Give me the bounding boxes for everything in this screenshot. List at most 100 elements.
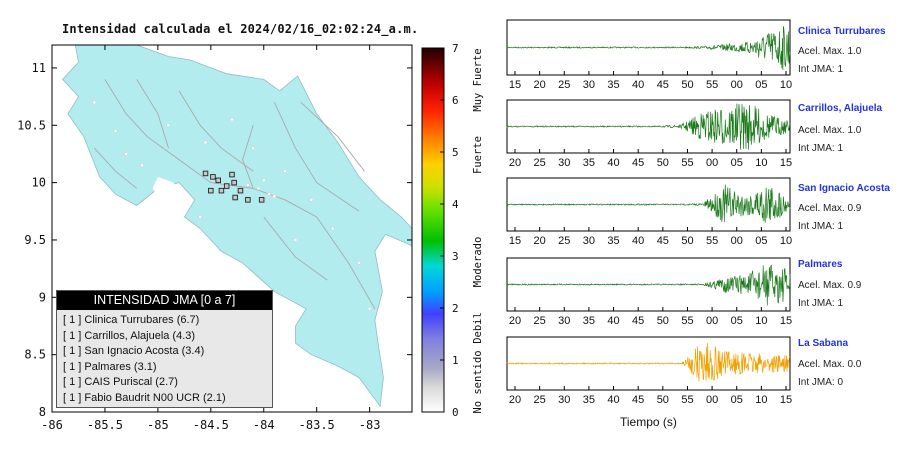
station-marker bbox=[223, 183, 230, 189]
map-road-line bbox=[136, 79, 169, 149]
y-tick-label: 10 bbox=[32, 176, 46, 190]
station-marker bbox=[245, 197, 251, 203]
waveform-tick-label: 50 bbox=[657, 157, 669, 169]
legend-title: INTENSIDAD JMA [0 a 7] bbox=[57, 291, 272, 310]
map-road-line bbox=[263, 216, 328, 281]
x-tick-label: -85.5 bbox=[87, 418, 123, 432]
x-tick-label: -83 bbox=[359, 418, 381, 432]
waveform-tick-label: 25 bbox=[534, 394, 546, 406]
town-marker bbox=[357, 261, 361, 265]
legend-item: [ 1 ] Fabio Baudrit N00 UCR (2.1) bbox=[63, 391, 226, 404]
waveform-tick-label: 50 bbox=[681, 235, 693, 247]
waveform-tick-label: 20 bbox=[509, 394, 521, 406]
map-content bbox=[62, 45, 412, 408]
town-marker bbox=[246, 183, 250, 187]
town-marker bbox=[283, 169, 287, 174]
waveform-tick-label: 05 bbox=[731, 315, 743, 327]
station-accel: Acel. Max. 0.9 bbox=[798, 280, 862, 291]
intensity-color-scale: 7 6 5 4 3 2 1 0 Muy Fuerte Fuerte Moderado Debil No … bbox=[421, 42, 484, 419]
waveform-tick-label: 00 bbox=[706, 157, 718, 169]
map-road-line bbox=[300, 101, 365, 172]
scale-tick-label: 3 bbox=[452, 250, 459, 263]
station-marker bbox=[258, 197, 265, 203]
intensity-map: -86 -85.5 -85 -84.5 -84 -83.5 -83 11 10.5 10 9.5 9 8… bbox=[17, 44, 413, 432]
waveform-tick-label: 35 bbox=[607, 235, 619, 247]
scale-category-label: No sentido bbox=[472, 350, 484, 413]
y-tick-label: 9.5 bbox=[24, 233, 46, 247]
waveform-tick-label: 55 bbox=[706, 235, 718, 247]
map-road-line bbox=[273, 102, 360, 212]
map-road-line bbox=[94, 147, 137, 189]
waveform-tick-label: 25 bbox=[534, 157, 546, 169]
waveform-tick-label: 50 bbox=[657, 394, 669, 406]
station-jma: Int JMA: 1 bbox=[798, 64, 844, 75]
waveform-tick-label: 55 bbox=[681, 315, 693, 327]
town-marker bbox=[140, 163, 144, 168]
map-road-line bbox=[104, 79, 376, 310]
waveform-tick-label: 25 bbox=[558, 235, 570, 247]
town-marker bbox=[166, 123, 171, 128]
waveform-tick-label: 45 bbox=[632, 394, 644, 406]
gulf-of-nicoya bbox=[152, 176, 180, 206]
waveform-tick-label: 00 bbox=[706, 315, 718, 327]
intensity-legend: INTENSIDAD JMA [0 a 7] [ 1 ] Clinica Tur… bbox=[56, 290, 273, 408]
station-jma: Int JMA: 1 bbox=[798, 298, 844, 309]
waveform-trace bbox=[506, 103, 791, 150]
waveform-tick-label: 15 bbox=[509, 79, 521, 91]
waveform-tick-label: 05 bbox=[731, 157, 743, 169]
station-accel: Acel. Max. 0.9 bbox=[798, 203, 862, 214]
map-frame bbox=[51, 44, 413, 413]
station-name: Carrillos, Alajuela bbox=[798, 103, 883, 114]
waveform-tick-label: 55 bbox=[706, 79, 718, 91]
town-marker bbox=[309, 197, 314, 202]
waveform-tick-label: 30 bbox=[558, 157, 570, 169]
waveform-tick-label: 20 bbox=[534, 235, 546, 247]
waveform-tick-label: 00 bbox=[731, 79, 743, 91]
waveform-tick-label: 45 bbox=[632, 157, 644, 169]
waveform-tick-label: 50 bbox=[681, 79, 693, 91]
map-road-line bbox=[242, 125, 254, 189]
scale-tick-label: 2 bbox=[452, 302, 459, 315]
waveform-tick-label: 40 bbox=[607, 394, 619, 406]
town-marker bbox=[203, 140, 208, 145]
station-jma: Int JMA: 1 bbox=[798, 221, 844, 232]
waveform-tick-label: 20 bbox=[509, 315, 521, 327]
waveform-tick-label: 40 bbox=[607, 315, 619, 327]
waveform-tick-label: 10 bbox=[780, 79, 792, 91]
scale-category-label: Fuerte bbox=[472, 136, 484, 174]
station-marker bbox=[231, 179, 237, 186]
station-jma: Int JMA: 1 bbox=[798, 143, 844, 154]
town-marker bbox=[198, 215, 203, 219]
costa-rica-landmass bbox=[62, 45, 412, 408]
station-name: Palmares bbox=[798, 259, 843, 270]
waveform-tick-label: 00 bbox=[731, 235, 743, 247]
scale-tick-label: 4 bbox=[452, 198, 459, 211]
waveform-tick-label: 15 bbox=[780, 315, 792, 327]
scale-category-label: Moderado bbox=[472, 237, 484, 288]
station-accel: Acel. Max. 0.0 bbox=[798, 359, 862, 370]
waveform-tick-label: 30 bbox=[558, 315, 570, 327]
town-marker bbox=[367, 306, 372, 311]
y-tick-label: 10.5 bbox=[17, 118, 46, 132]
y-tick-label: 9 bbox=[39, 290, 46, 304]
waveform-tick-label: 35 bbox=[607, 79, 619, 91]
waveform-tick-label: 35 bbox=[583, 394, 595, 406]
station-name: Clinica Turrubares bbox=[798, 26, 886, 37]
town-marker bbox=[261, 178, 266, 183]
waveform-tick-label: 05 bbox=[755, 235, 767, 247]
waveform-tick-label: 25 bbox=[534, 315, 546, 327]
station-marker bbox=[210, 174, 216, 180]
waveform-tick-label: 05 bbox=[731, 394, 743, 406]
scale-tick-label: 1 bbox=[452, 354, 459, 367]
waveform-tick-label: 35 bbox=[583, 157, 595, 169]
map-title: Intensidad calculada el 2024/02/16_02:02… bbox=[62, 22, 419, 36]
scale-category-label: Muy Fuerte bbox=[472, 48, 484, 111]
waveform-tick-label: 15 bbox=[780, 394, 792, 406]
waveform-tick-label: 45 bbox=[657, 235, 669, 247]
waveform-tick-label: 40 bbox=[632, 235, 644, 247]
scale-tick-label: 6 bbox=[452, 94, 459, 107]
town-marker bbox=[272, 194, 277, 199]
waveform-tick-label: 40 bbox=[632, 79, 644, 91]
waveform-tick-label: 20 bbox=[534, 79, 546, 91]
station-marker bbox=[208, 187, 214, 194]
